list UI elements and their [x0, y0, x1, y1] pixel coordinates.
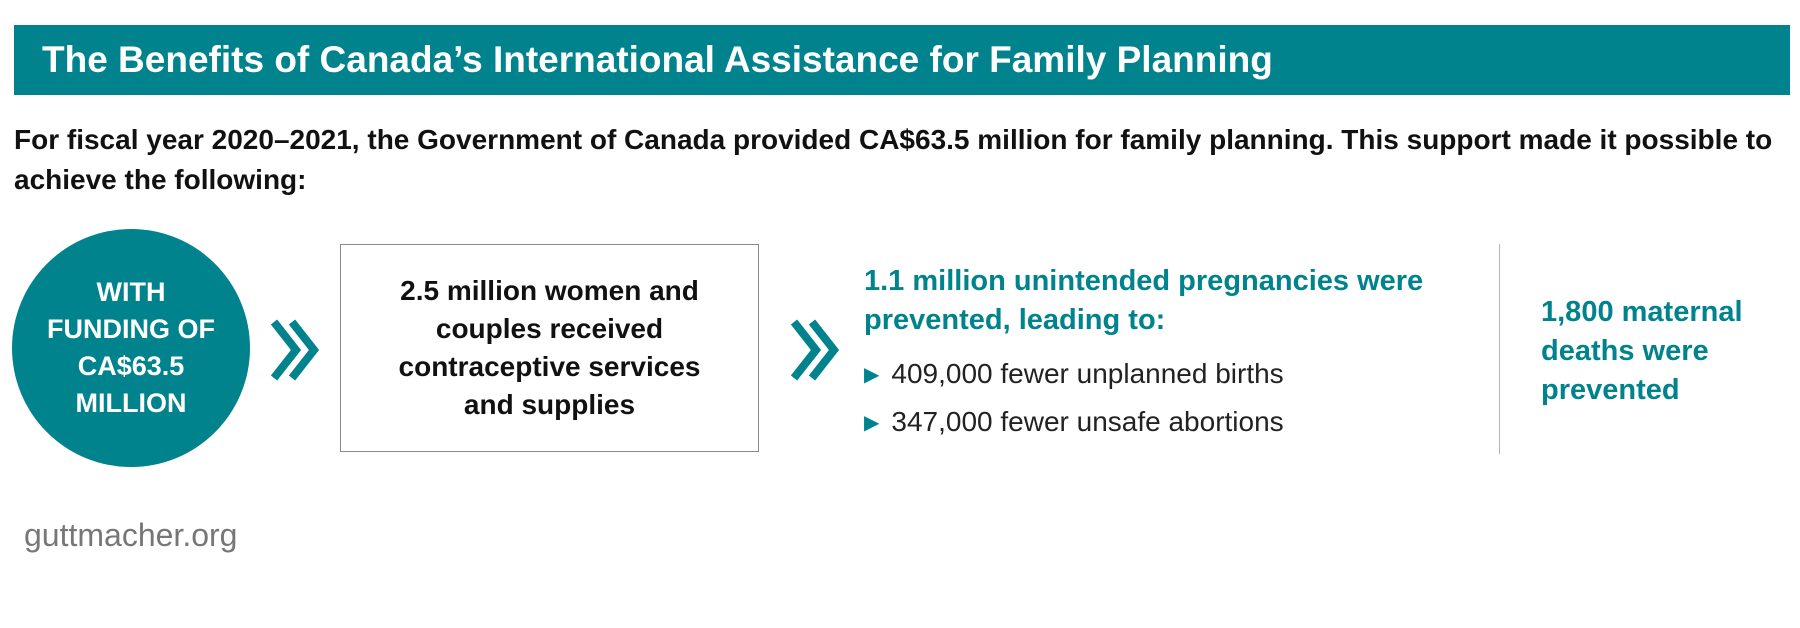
maternal-deaths-prevented-text: 1,800 maternal deaths were prevented — [1541, 296, 1743, 406]
intro-text: For fiscal year 2020–2021, the Governmen… — [14, 124, 1773, 195]
divider — [1499, 244, 1500, 454]
page-title: The Benefits of Canada’s International A… — [42, 39, 1273, 80]
outcomes-list: ▶ 409,000 fewer unplanned births ▶ 347,0… — [864, 350, 1284, 446]
list-item: ▶ 347,000 fewer unsafe abortions — [864, 398, 1284, 446]
services-box-text: 2.5 million women and couples received c… — [398, 275, 701, 420]
source-label: guttmacher.org — [24, 517, 238, 553]
title-banner: The Benefits of Canada’s International A… — [14, 25, 1790, 95]
triangle-right-icon: ▶ — [864, 363, 880, 386]
double-chevron-right-icon — [790, 319, 840, 381]
triangle-right-icon: ▶ — [864, 411, 880, 434]
list-item-text: 347,000 fewer unsafe abortions — [891, 406, 1284, 437]
double-chevron-right-icon — [270, 319, 320, 381]
list-item-text: 409,000 fewer unplanned births — [891, 358, 1284, 389]
pregnancies-prevented-heading: 1.1 million unintended pregnancies were … — [864, 265, 1424, 336]
funding-circle: WITH FUNDING OF CA$63.5 MILLION — [12, 229, 250, 467]
services-box: 2.5 million women and couples received c… — [340, 244, 759, 452]
funding-circle-text: WITH FUNDING OF CA$63.5 MILLION — [47, 277, 215, 418]
list-item: ▶ 409,000 fewer unplanned births — [864, 350, 1284, 398]
